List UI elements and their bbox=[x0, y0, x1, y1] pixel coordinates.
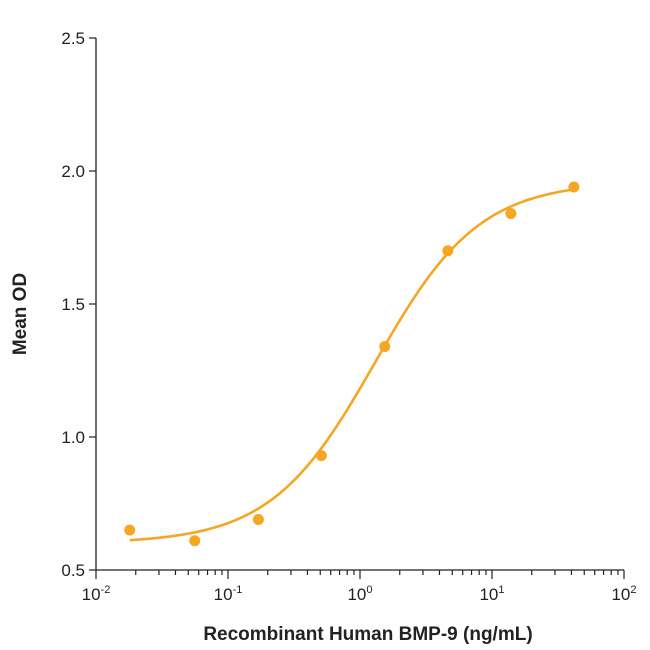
x-axis-ticks: 10-2 10-1 100 101 102 bbox=[82, 570, 637, 604]
data-points bbox=[124, 181, 580, 547]
x-tick-label-3: 101 bbox=[479, 584, 504, 604]
data-point-2 bbox=[252, 513, 264, 525]
y-tick-label-3: 2.0 bbox=[61, 162, 85, 181]
x-tick-label-2: 100 bbox=[347, 584, 372, 604]
y-axis-ticks: 0.5 1.0 1.5 2.0 2.5 bbox=[61, 29, 96, 580]
y-tick-label-4: 2.5 bbox=[61, 29, 85, 48]
data-point-1 bbox=[189, 535, 201, 547]
x-tick-label-4: 102 bbox=[611, 584, 636, 604]
y-tick-label-1: 1.0 bbox=[61, 428, 85, 447]
x-tick-label-1: 10-1 bbox=[214, 584, 243, 604]
y-axis-title: Mean OD bbox=[10, 273, 31, 355]
x-axis-title: Recombinant Human BMP-9 (ng/mL) bbox=[203, 624, 532, 645]
data-point-0 bbox=[124, 524, 136, 536]
data-point-3 bbox=[315, 450, 327, 462]
fit-curve bbox=[129, 188, 575, 542]
data-point-7 bbox=[568, 181, 580, 193]
data-point-5 bbox=[442, 245, 454, 257]
data-point-4 bbox=[379, 341, 391, 353]
data-point-6 bbox=[505, 208, 517, 220]
x-tick-label-0: 10-2 bbox=[82, 584, 111, 604]
y-tick-label-0: 0.5 bbox=[61, 561, 85, 580]
y-tick-label-2: 1.5 bbox=[61, 295, 85, 314]
